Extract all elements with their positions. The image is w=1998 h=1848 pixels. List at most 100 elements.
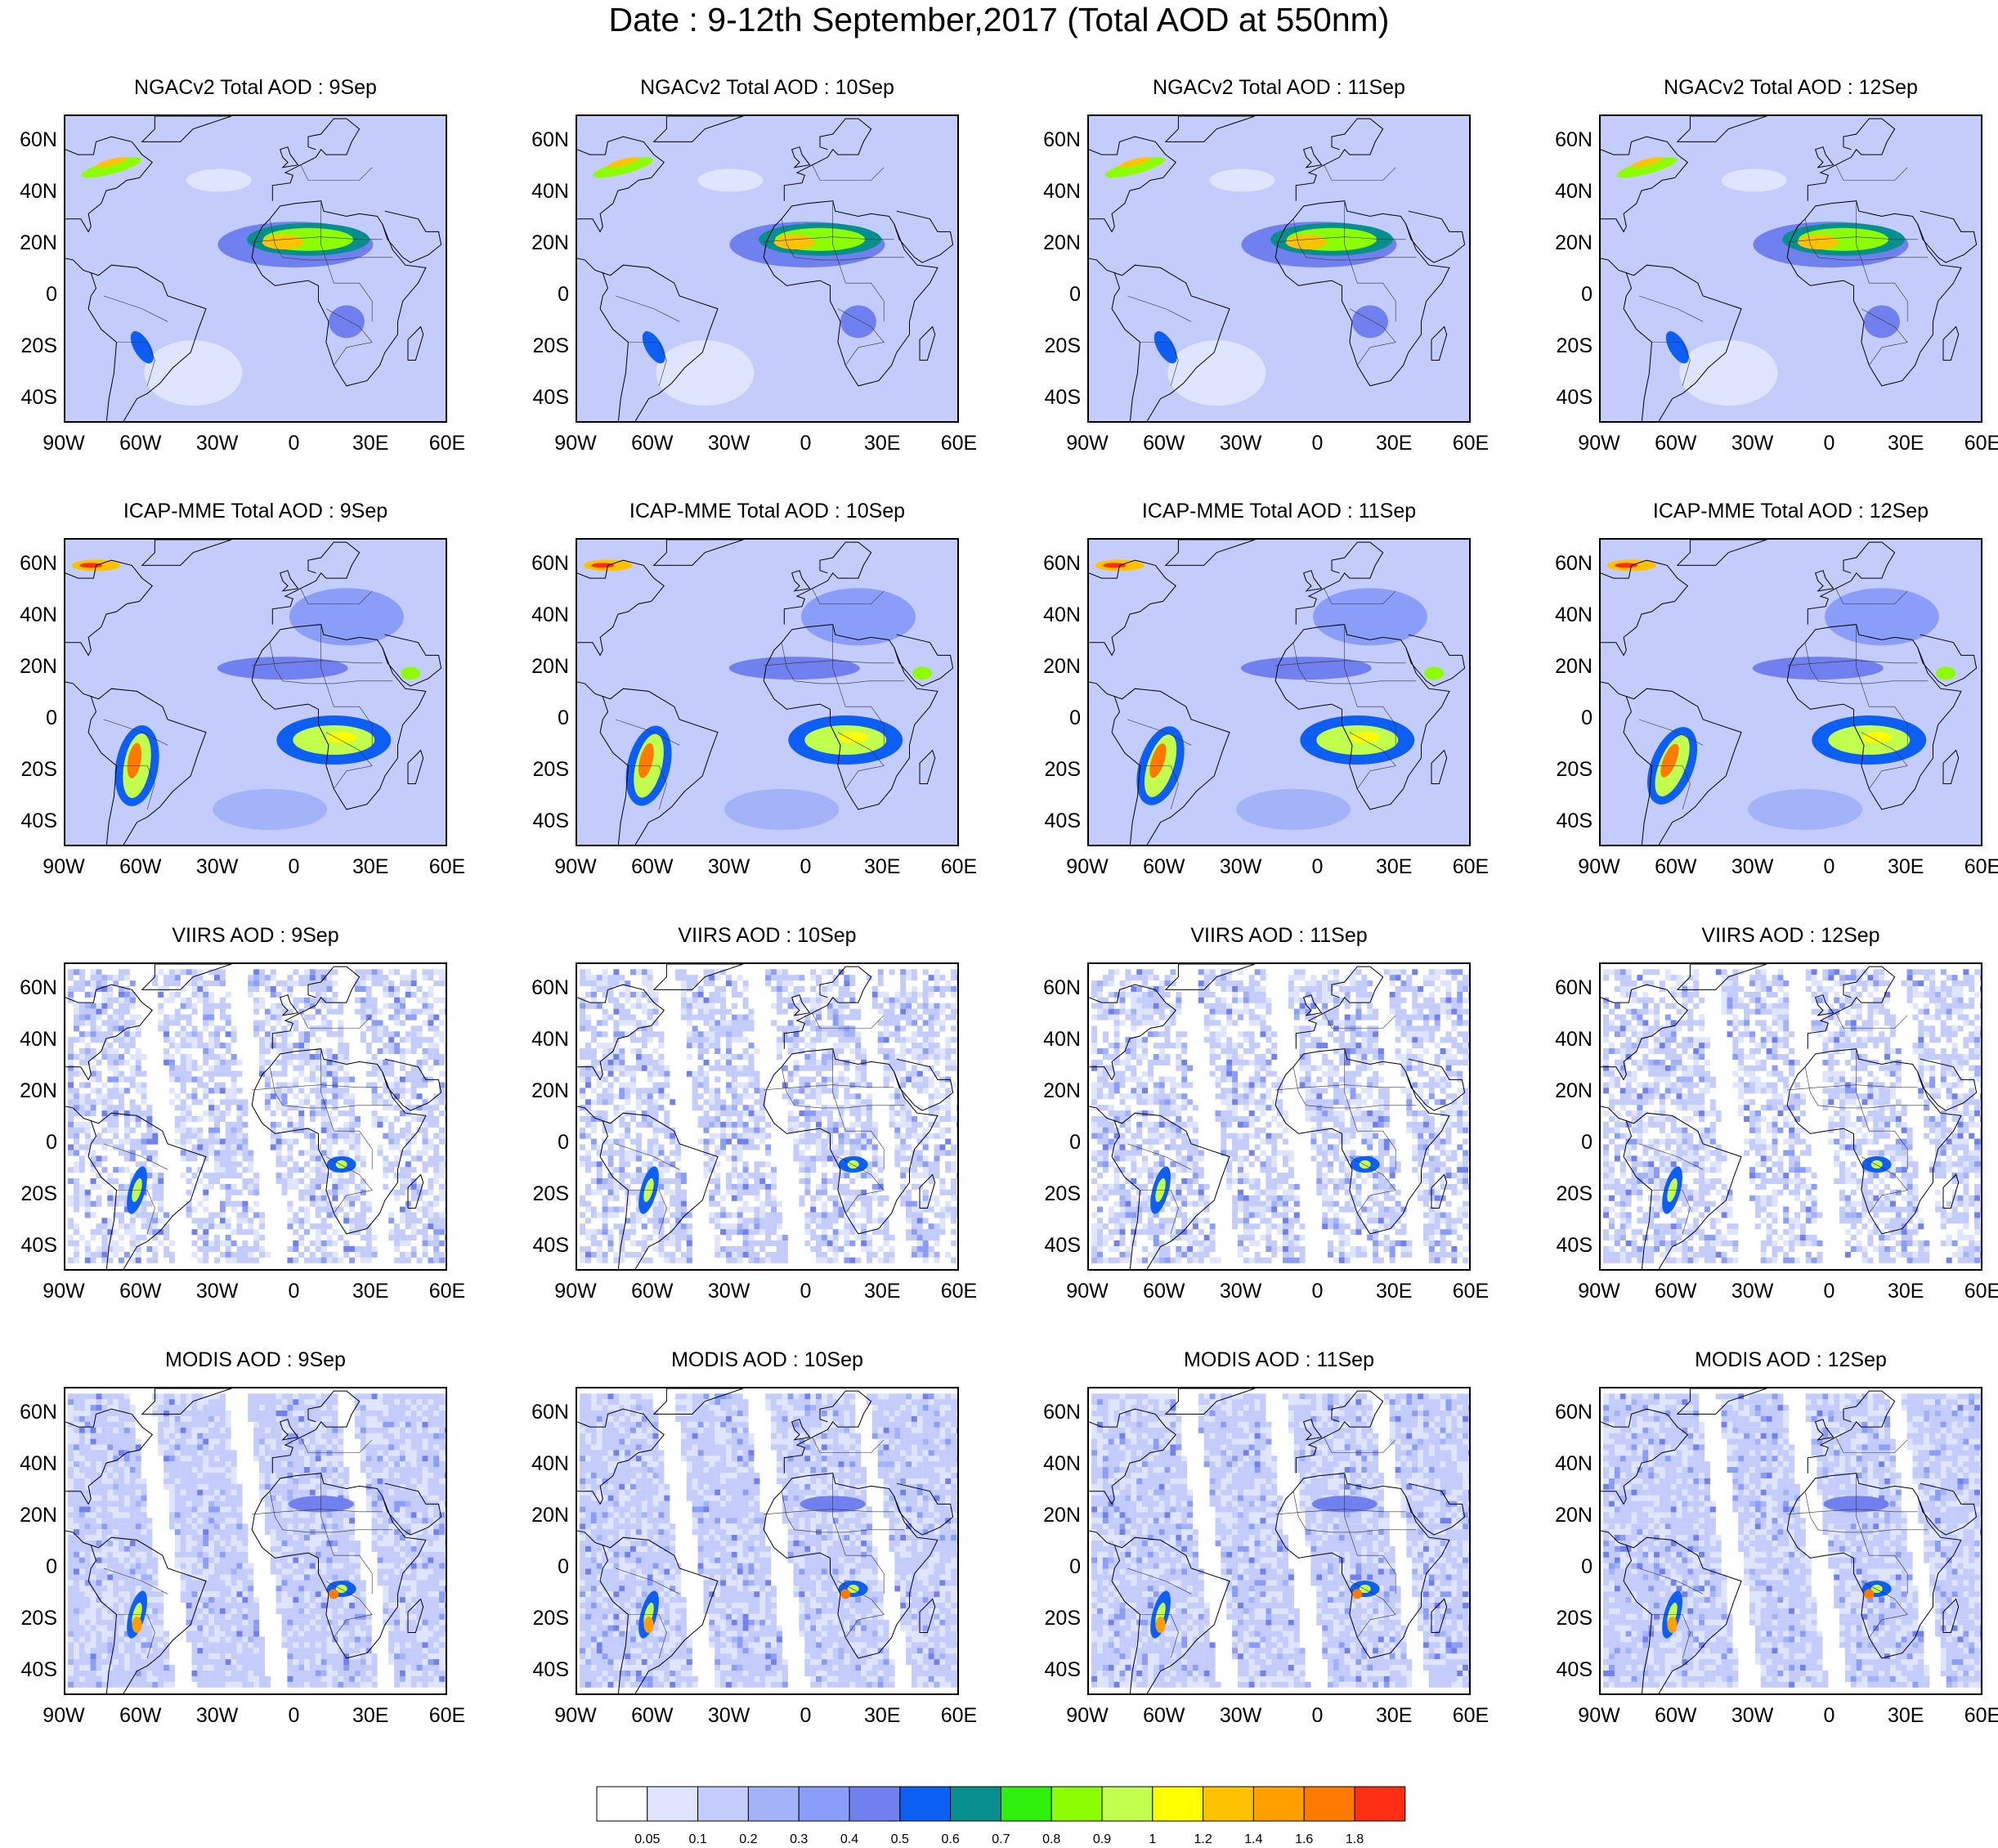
colorbar-label: 0.1 (674, 1832, 723, 1848)
dust-plume-peak (1798, 235, 1839, 249)
panel-title: ICAP-MME Total AOD : 9Sep (64, 499, 447, 523)
lat-tick-label: 40N (504, 603, 569, 627)
aod-map (65, 540, 447, 846)
lon-tick-label: 60W (616, 431, 689, 455)
lat-tick-label: 20S (1527, 1606, 1593, 1630)
lat-tick-label: 60N (504, 551, 569, 576)
lat-tick-label: 40S (0, 385, 57, 410)
colorbar-swatch (1001, 1787, 1051, 1821)
lon-tick-label: 60W (104, 854, 177, 879)
lat-tick-label: 20N (1527, 231, 1593, 255)
lat-tick-label: 20S (0, 757, 57, 782)
colorbar-label: 0.2 (723, 1832, 773, 1848)
lat-tick-label: 40N (504, 1027, 569, 1052)
lat-tick-label: 40N (1527, 179, 1593, 204)
lat-tick-label: 40S (0, 809, 57, 833)
lon-tick-label: 60E (922, 854, 996, 879)
lon-tick-label: 30W (1204, 431, 1278, 455)
lon-tick-label: 0 (1280, 431, 1354, 455)
lon-tick-label: 30E (334, 1279, 407, 1303)
lat-tick-label: 20S (0, 1182, 57, 1206)
colorbar-label: 0.05 (623, 1832, 672, 1848)
africa-hotspot (1352, 1589, 1362, 1599)
aod-map (1601, 116, 1982, 423)
lat-tick-label: 0 (1527, 1554, 1593, 1579)
clean-region (1142, 678, 1240, 735)
aod-map (577, 1388, 959, 1695)
lat-tick-label: 20N (0, 1079, 57, 1103)
lon-tick-label: 30E (845, 1703, 919, 1728)
lat-tick-label: 0 (0, 1554, 57, 1579)
lon-tick-label: 0 (1792, 431, 1866, 455)
colorbar-swatch (849, 1787, 900, 1821)
lat-tick-label: 20S (1527, 1182, 1593, 1206)
map-panel (1087, 538, 1471, 846)
lat-tick-label: 40S (1527, 809, 1593, 833)
lon-tick-label: 90W (27, 431, 101, 455)
lat-tick-label: 20N (504, 1503, 569, 1527)
lon-tick-label: 0 (768, 431, 842, 455)
lon-tick-label: 90W (1562, 854, 1636, 879)
lon-tick-label: 90W (539, 431, 612, 455)
lat-tick-label: 60N (504, 976, 569, 1000)
clean-region (630, 678, 728, 735)
colorbar-swatch (1051, 1787, 1102, 1821)
colorbar-label: 0.3 (774, 1832, 823, 1848)
panel-title: MODIS AOD : 9Sep (64, 1348, 447, 1372)
lat-tick-label: 20N (1527, 654, 1593, 679)
lon-tick-label: 60E (410, 431, 484, 455)
lon-tick-label: 90W (1051, 1279, 1124, 1303)
europe-aerosol (1825, 588, 1939, 645)
lon-tick-label: 30W (181, 1279, 254, 1303)
lon-tick-label: 30E (1357, 854, 1431, 879)
dust-plume-peak (1286, 235, 1327, 249)
clean-region (1748, 789, 1862, 830)
lat-tick-label: 0 (504, 706, 569, 730)
africa-plume-core (1351, 732, 1380, 743)
colorbar-label: 0.5 (876, 1832, 925, 1848)
lat-tick-label: 60N (0, 551, 57, 576)
colorbar-swatch (1355, 1787, 1405, 1821)
colorbar-swatch (698, 1787, 749, 1821)
clean-region (119, 678, 217, 735)
lon-tick-label: 60E (922, 431, 996, 455)
lon-tick-label: 90W (1562, 431, 1636, 455)
lat-tick-label: 20S (504, 757, 569, 782)
lon-tick-label: 30W (181, 854, 254, 879)
lon-tick-label: 90W (1562, 1279, 1636, 1303)
aod-map (1601, 1388, 1982, 1695)
clean-region (186, 169, 252, 192)
lon-tick-label: 60W (104, 1279, 177, 1303)
dust-plume-peak (262, 235, 303, 249)
clean-region (1150, 276, 1232, 342)
colorbar-swatch (597, 1787, 647, 1821)
lon-tick-label: 0 (257, 1703, 330, 1728)
lat-tick-label: 60N (1015, 128, 1081, 152)
clean-region (1167, 340, 1266, 406)
lat-tick-label: 20N (1015, 654, 1081, 679)
lon-tick-label: 0 (1280, 854, 1354, 879)
lon-tick-label: 30E (1357, 1703, 1431, 1728)
aod-map (1089, 116, 1471, 423)
colorbar-swatch (748, 1787, 799, 1821)
colorbar-label: 0.7 (976, 1832, 1025, 1848)
panel-title: MODIS AOD : 10Sep (576, 1348, 959, 1372)
lat-tick-label: 40S (1527, 1233, 1593, 1258)
lon-tick-label: 30W (1716, 1703, 1790, 1728)
colorbar-swatch (1253, 1787, 1304, 1821)
lon-tick-label: 90W (539, 1279, 612, 1303)
lon-tick-label: 30E (1869, 1279, 1942, 1303)
lon-tick-label: 0 (257, 854, 330, 879)
lon-tick-label: 0 (1792, 854, 1866, 879)
colorbar-swatch (1304, 1787, 1355, 1821)
europe-aerosol (1313, 588, 1427, 645)
lat-tick-label: 40S (504, 385, 569, 410)
lon-tick-label: 30W (1204, 1279, 1278, 1303)
lat-tick-label: 20N (504, 231, 569, 255)
panel-title: NGACv2 Total AOD : 10Sep (576, 75, 959, 100)
dust-plume-peak (774, 235, 815, 249)
lon-tick-label: 60E (922, 1279, 996, 1303)
aod-map (1089, 1388, 1471, 1695)
lon-tick-label: 30W (1716, 854, 1790, 879)
lon-tick-label: 30E (1357, 1279, 1431, 1303)
